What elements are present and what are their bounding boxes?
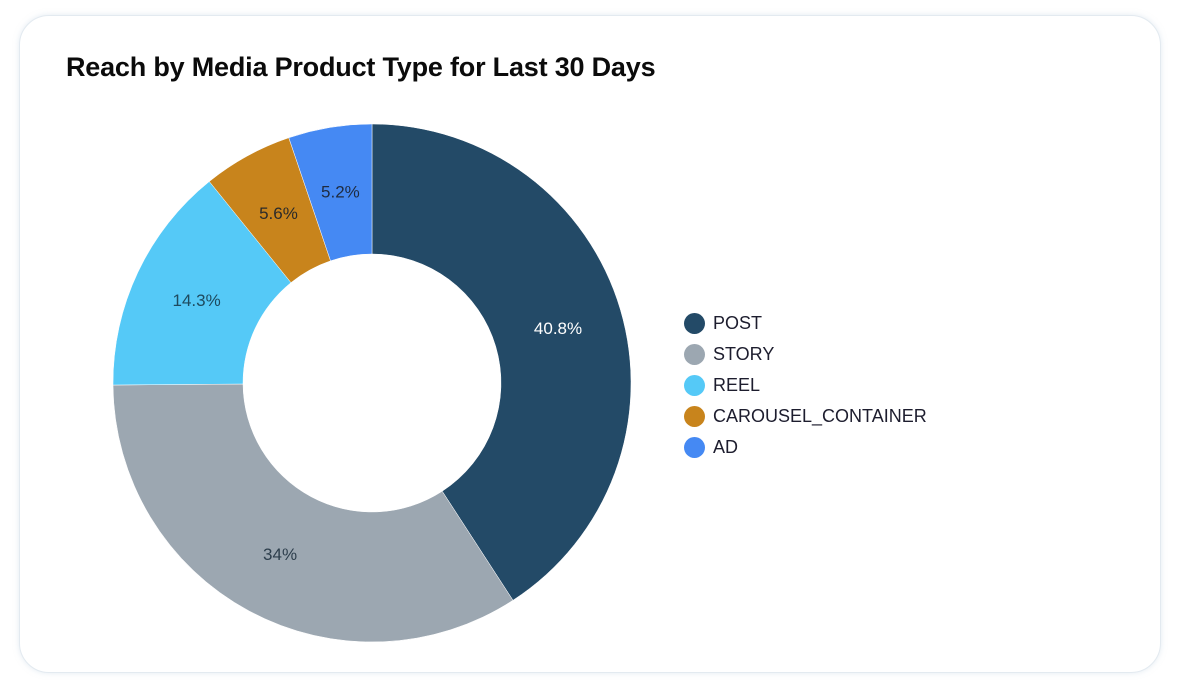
- legend-item-story[interactable]: STORY: [684, 339, 927, 370]
- legend-label: REEL: [713, 375, 761, 395]
- slice-post[interactable]: [371, 123, 632, 601]
- legend-swatch-icon: [684, 313, 705, 334]
- data-label-carousel-container: 5.6%: [259, 204, 298, 223]
- slice-reel[interactable]: [112, 181, 292, 386]
- legend-item-reel[interactable]: REEL: [684, 370, 927, 401]
- slice-ad[interactable]: [288, 123, 373, 262]
- data-label-post: 40.8%: [534, 319, 582, 338]
- legend-label: AD: [713, 437, 739, 457]
- legend-item-carousel-container[interactable]: CAROUSEL_CONTAINER: [684, 401, 927, 432]
- legend-swatch-icon: [684, 375, 705, 396]
- data-label-reel: 14.3%: [173, 291, 221, 310]
- legend-label: STORY: [713, 344, 775, 364]
- data-label-story: 34%: [263, 545, 297, 564]
- legend-label: CAROUSEL_CONTAINER: [713, 406, 927, 426]
- data-label-ad: 5.2%: [321, 183, 360, 202]
- legend-swatch-icon: [684, 437, 705, 458]
- legend-swatch-icon: [684, 344, 705, 365]
- slice-story[interactable]: [112, 383, 514, 643]
- legend-item-post[interactable]: POST: [684, 308, 927, 339]
- chart-title: Reach by Media Product Type for Last 30 …: [66, 52, 656, 82]
- legend-item-ad[interactable]: AD: [684, 432, 927, 463]
- legend-swatch-icon: [684, 406, 705, 427]
- legend-label: POST: [713, 313, 763, 333]
- legend: POST STORY REEL CAROUSEL_CONTAINER AD: [684, 308, 927, 463]
